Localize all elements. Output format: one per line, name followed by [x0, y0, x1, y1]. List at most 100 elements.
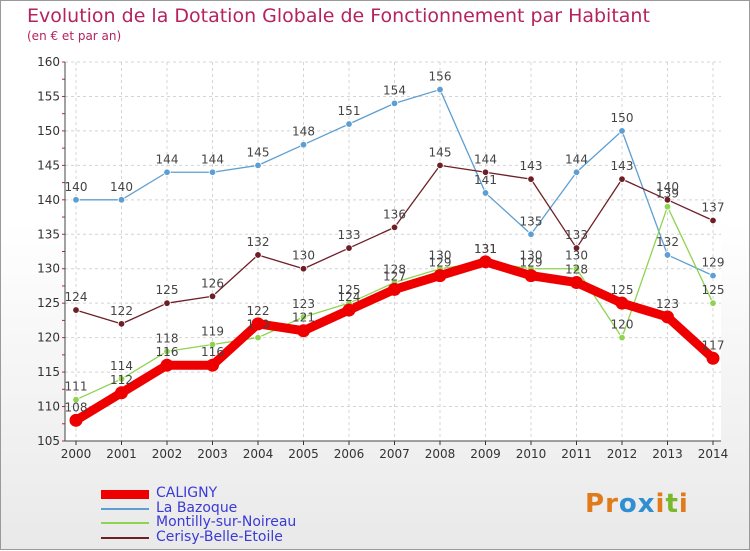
data-label: 125 [338, 283, 361, 297]
logo-letter: o [618, 489, 638, 519]
data-label: 125 [611, 283, 634, 297]
data-point [345, 244, 353, 252]
data-point [72, 196, 80, 204]
data-point [663, 203, 672, 211]
data-point [254, 161, 262, 170]
data-label: 122 [247, 304, 270, 318]
x-tick-label: 2007 [379, 447, 410, 461]
logo-letter: i [678, 489, 689, 519]
data-point [117, 375, 126, 383]
data-label: 156 [429, 70, 452, 84]
data-point [208, 292, 217, 300]
data-point [390, 99, 399, 108]
data-label: 136 [383, 207, 406, 221]
data-point [527, 230, 535, 238]
data-label: 143 [520, 159, 543, 173]
data-point [72, 306, 80, 314]
x-tick-label: 2005 [288, 447, 319, 461]
data-label: 144 [156, 152, 179, 166]
data-label: 123 [656, 297, 679, 311]
data-label: 122 [110, 304, 133, 318]
legend-label: CALIGNY [156, 485, 218, 501]
data-point [117, 196, 126, 204]
data-point [345, 120, 353, 128]
data-label: 130 [565, 249, 588, 263]
data-point [709, 216, 717, 225]
legend-label: Cerisy-Belle-Etoile [156, 529, 283, 545]
data-label: 131 [474, 242, 497, 256]
data-label: 132 [247, 235, 270, 249]
data-label: 118 [156, 331, 179, 345]
x-tick-label: 2003 [197, 447, 228, 461]
x-tick-label: 2014 [698, 447, 729, 461]
data-point [299, 140, 308, 149]
data-label: 116 [201, 345, 224, 359]
data-label: 124 [338, 290, 361, 304]
data-label: 123 [292, 297, 315, 311]
data-point [618, 175, 626, 183]
data-label: 154 [383, 83, 406, 97]
legend-swatch [101, 537, 149, 539]
data-point [208, 168, 217, 176]
data-label: 133 [338, 228, 361, 242]
data-point [390, 223, 399, 232]
data-point [254, 251, 262, 259]
data-label: 140 [656, 180, 679, 194]
y-tick-label: 105 [37, 434, 60, 448]
y-tick-label: 150 [37, 124, 60, 138]
data-point [570, 276, 583, 290]
data-label: 151 [338, 104, 361, 118]
data-label: 119 [201, 325, 224, 339]
legend-swatch [101, 489, 149, 499]
logo-letter: x [637, 489, 656, 519]
data-label: 129 [520, 256, 543, 270]
data-point [481, 168, 490, 176]
data-point [342, 303, 356, 317]
y-tick-label: 110 [37, 400, 60, 414]
data-label: 140 [110, 180, 133, 194]
data-point [206, 358, 219, 372]
data-point [481, 189, 490, 197]
data-label: 112 [110, 373, 133, 387]
logo-letter: P [585, 489, 606, 519]
data-point [388, 282, 401, 296]
data-point [254, 333, 262, 342]
y-tick-label: 145 [37, 158, 60, 172]
data-label: 114 [110, 359, 133, 373]
plot-area [65, 62, 721, 441]
data-label: 132 [656, 235, 679, 249]
x-tick-label: 2013 [652, 447, 683, 461]
data-point [709, 271, 717, 280]
data-label: 125 [156, 283, 179, 297]
data-label: 148 [292, 125, 315, 139]
legend-swatch [101, 508, 149, 510]
x-tick-label: 2008 [425, 447, 456, 461]
y-tick-label: 125 [37, 296, 60, 310]
data-label: 141 [474, 173, 497, 187]
data-label: 126 [201, 276, 224, 290]
data-label: 139 [656, 187, 679, 201]
y-tick-label: 160 [37, 55, 60, 69]
data-label: 140 [65, 180, 88, 194]
data-point [163, 347, 171, 356]
data-label: 111 [65, 380, 88, 394]
y-tick-label: 155 [37, 89, 60, 103]
data-point [618, 333, 626, 342]
data-point [663, 251, 672, 259]
data-point [615, 296, 629, 310]
y-tick-label: 135 [37, 227, 60, 241]
y-tick-label: 120 [37, 331, 60, 345]
x-tick-label: 2012 [607, 447, 638, 461]
x-tick-label: 2009 [470, 447, 501, 461]
data-point [709, 299, 717, 307]
y-tick-label: 130 [37, 262, 60, 276]
data-label: 127 [383, 269, 406, 283]
data-label: 144 [565, 152, 588, 166]
data-label: 130 [292, 249, 315, 263]
data-label: 145 [247, 145, 270, 159]
data-label: 135 [520, 214, 543, 228]
data-point [299, 265, 308, 273]
legend-label: Montilly-sur-Noireau [156, 514, 297, 530]
